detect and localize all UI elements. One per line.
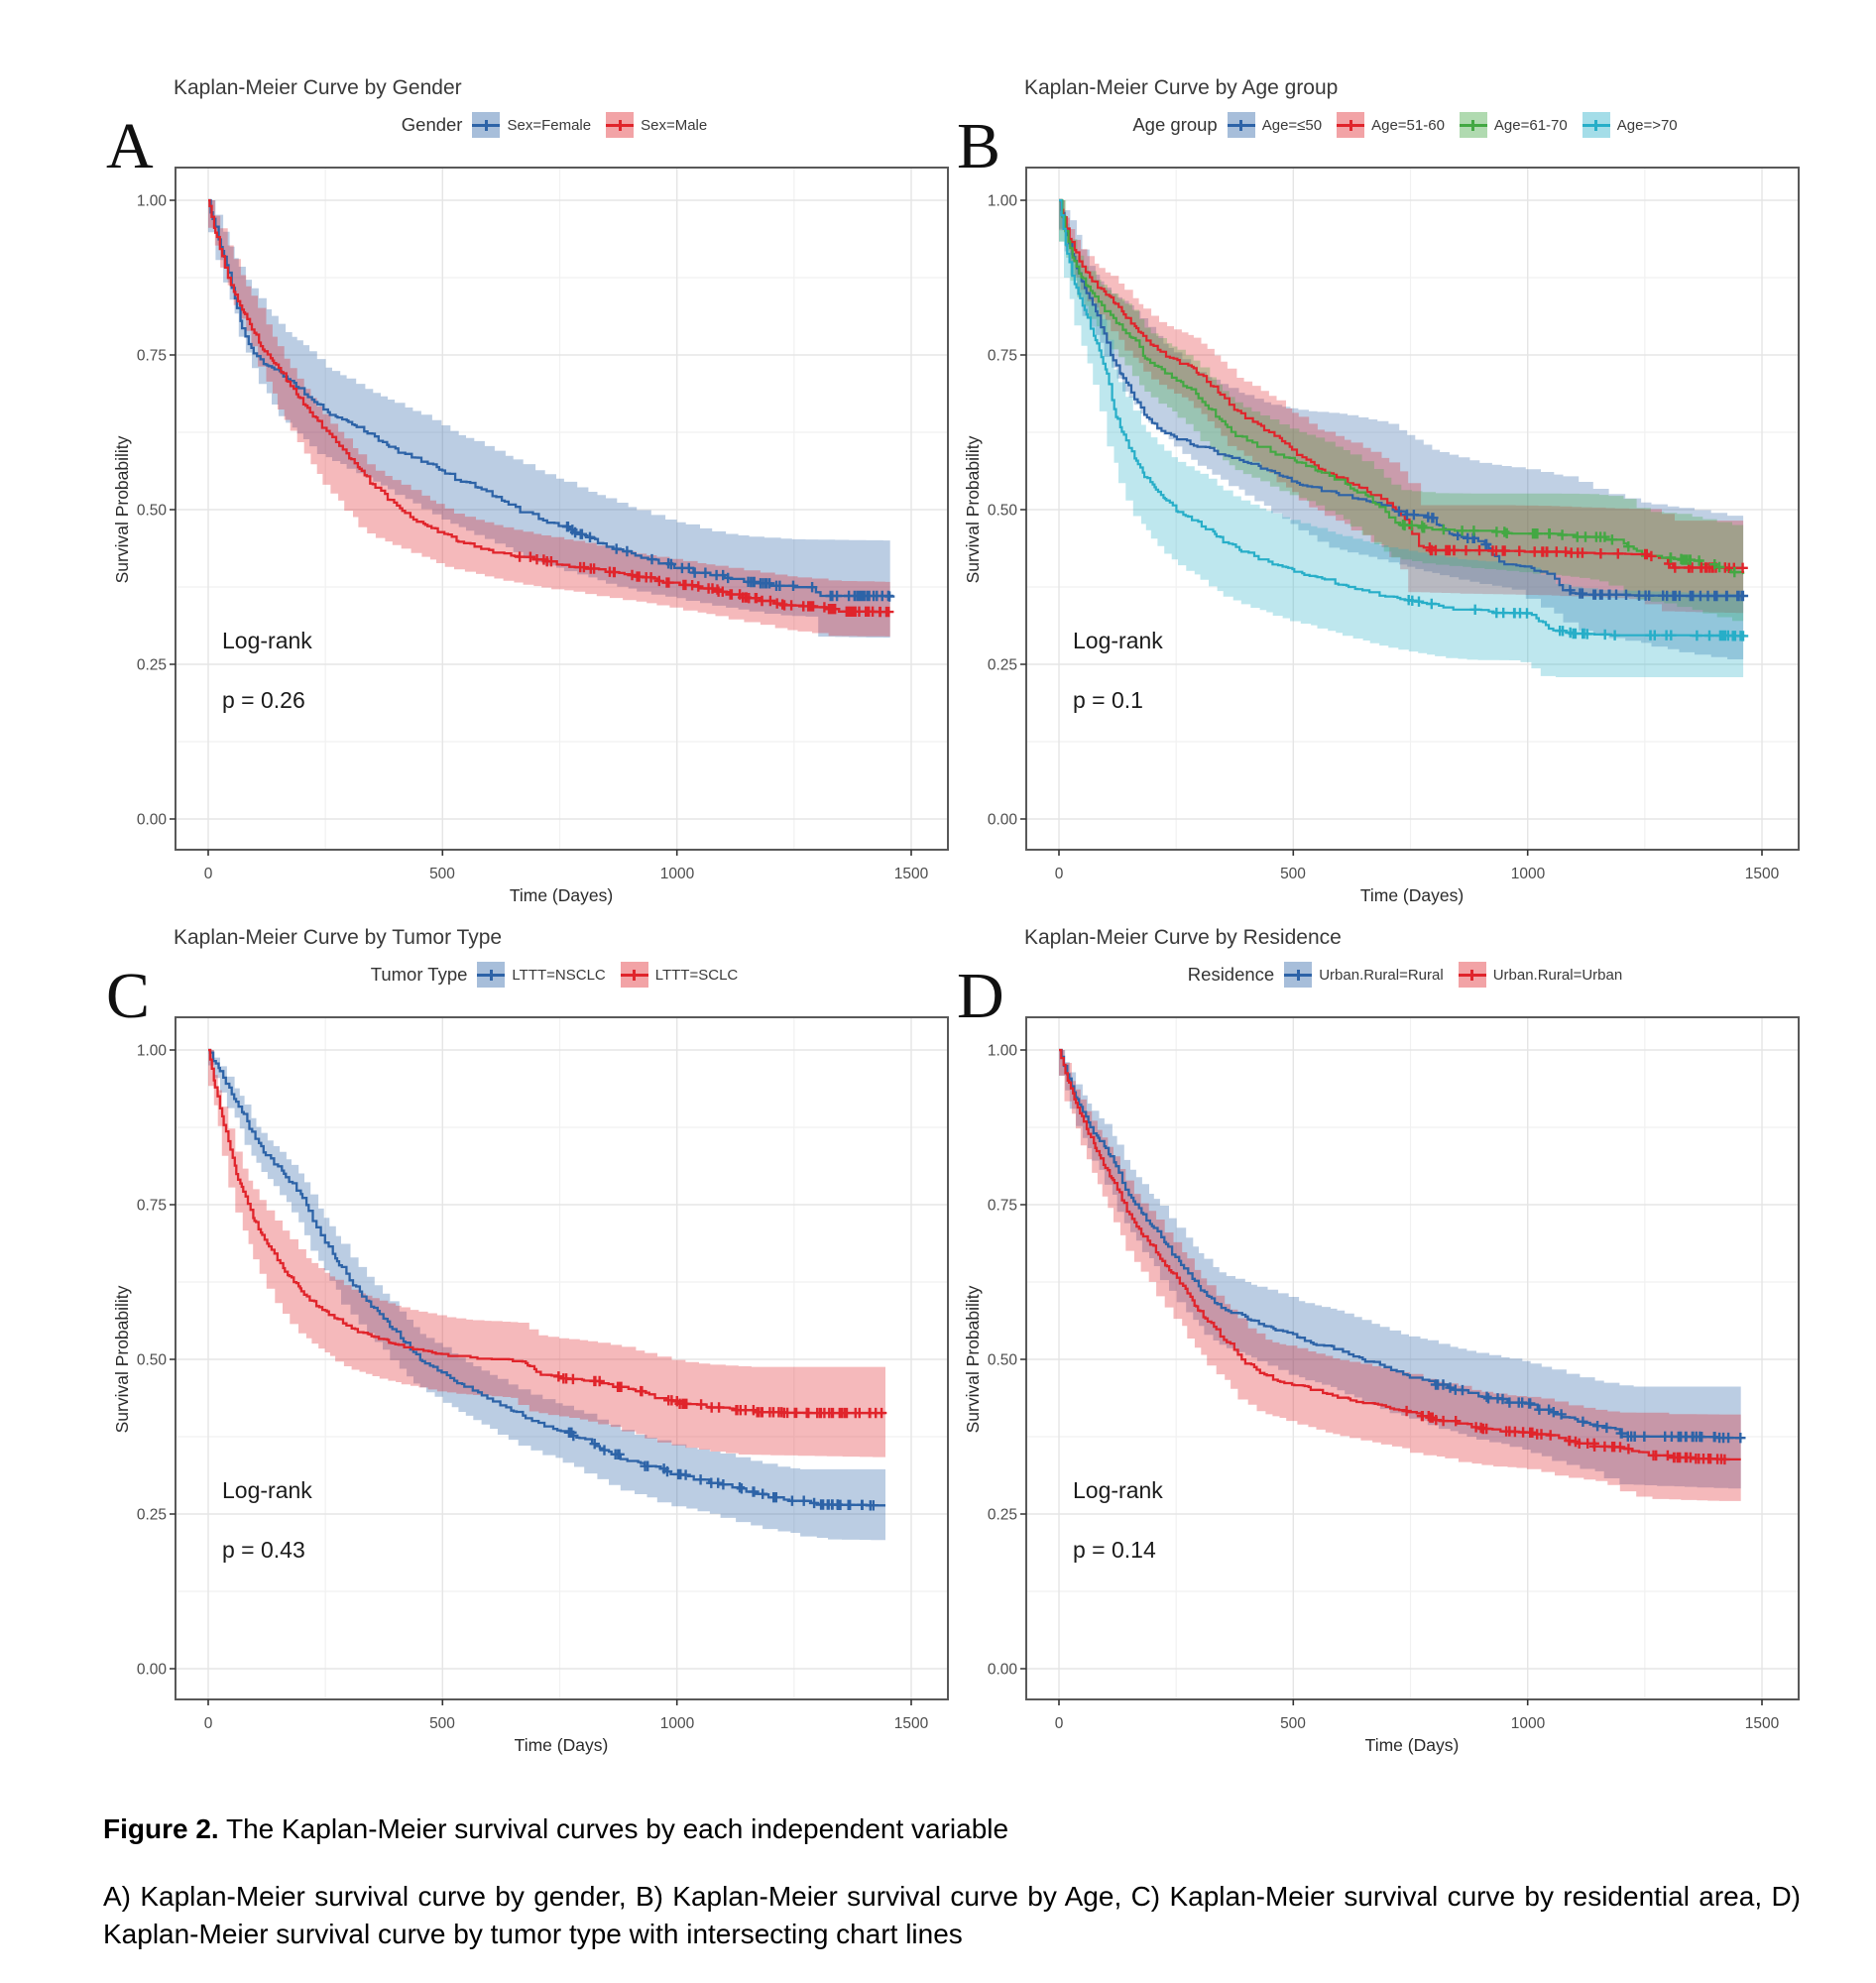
svg-text:Log-rank: Log-rank (1073, 628, 1163, 653)
svg-text:0.75: 0.75 (137, 348, 167, 365)
svg-text:0: 0 (204, 866, 213, 882)
svg-text:Survival Probability: Survival Probability (112, 1285, 132, 1433)
svg-text:0.50: 0.50 (988, 1352, 1018, 1369)
svg-text:Kaplan-Meier Curve by Tumor Ty: Kaplan-Meier Curve by Tumor Type (174, 926, 502, 949)
svg-text:1.00: 1.00 (988, 193, 1018, 210)
svg-text:Log-rank: Log-rank (222, 1477, 312, 1503)
svg-text:p = 0.26: p = 0.26 (222, 687, 305, 713)
svg-text:1500: 1500 (1745, 866, 1780, 882)
svg-text:0.75: 0.75 (988, 348, 1017, 365)
svg-text:0.25: 0.25 (137, 657, 167, 674)
svg-text:1.00: 1.00 (988, 1043, 1018, 1060)
svg-text:1500: 1500 (1745, 1715, 1780, 1732)
svg-text:0.00: 0.00 (988, 812, 1018, 829)
svg-text:Time (Dayes): Time (Dayes) (510, 885, 613, 905)
svg-text:1.00: 1.00 (137, 1043, 168, 1060)
svg-text:1000: 1000 (660, 1715, 695, 1732)
svg-text:500: 500 (429, 866, 455, 882)
svg-text:500: 500 (1280, 1715, 1306, 1732)
svg-text:1500: 1500 (894, 866, 929, 882)
svg-text:Kaplan-Meier Curve by Gender: Kaplan-Meier Curve by Gender (174, 76, 462, 99)
svg-text:Survival Probability: Survival Probability (112, 435, 132, 583)
svg-text:A: A (106, 110, 154, 182)
svg-text:0.50: 0.50 (137, 503, 168, 520)
svg-text:0.50: 0.50 (137, 1352, 168, 1369)
svg-text:Time (Days): Time (Days) (1365, 1735, 1460, 1755)
svg-text:0: 0 (1055, 1715, 1064, 1732)
svg-text:0.25: 0.25 (988, 657, 1017, 674)
svg-text:1000: 1000 (1511, 866, 1546, 882)
svg-text:1000: 1000 (1511, 1715, 1546, 1732)
svg-text:Kaplan-Meier Curve by Age grou: Kaplan-Meier Curve by Age group (1024, 76, 1338, 99)
svg-text:B: B (957, 110, 1000, 182)
svg-text:0: 0 (1055, 866, 1064, 882)
svg-text:0.75: 0.75 (137, 1198, 167, 1215)
svg-text:0.75: 0.75 (988, 1198, 1017, 1215)
svg-text:Log-rank: Log-rank (1073, 1477, 1163, 1503)
svg-text:0.00: 0.00 (988, 1662, 1018, 1679)
svg-text:Log-rank: Log-rank (222, 628, 312, 653)
svg-text:D: D (957, 960, 1004, 1032)
svg-text:1500: 1500 (894, 1715, 929, 1732)
svg-text:p = 0.1: p = 0.1 (1073, 687, 1143, 713)
svg-text:0.00: 0.00 (137, 1662, 168, 1679)
svg-text:p = 0.43: p = 0.43 (222, 1537, 305, 1563)
svg-text:500: 500 (1280, 866, 1306, 882)
svg-text:0.25: 0.25 (988, 1507, 1017, 1524)
svg-text:0.25: 0.25 (137, 1507, 167, 1524)
svg-text:1000: 1000 (660, 866, 695, 882)
svg-text:Survival Probability: Survival Probability (963, 1285, 983, 1433)
svg-text:0: 0 (204, 1715, 213, 1732)
svg-text:0.00: 0.00 (137, 812, 168, 829)
svg-text:0.50: 0.50 (988, 503, 1018, 520)
svg-text:Time (Dayes): Time (Dayes) (1360, 885, 1464, 905)
svg-text:Time (Days): Time (Days) (515, 1735, 609, 1755)
svg-text:Survival Probability: Survival Probability (963, 435, 983, 583)
svg-text:Kaplan-Meier Curve by Residenc: Kaplan-Meier Curve by Residence (1024, 926, 1342, 949)
svg-text:C: C (106, 960, 150, 1032)
svg-text:p = 0.14: p = 0.14 (1073, 1537, 1156, 1563)
svg-text:1.00: 1.00 (137, 193, 168, 210)
svg-text:500: 500 (429, 1715, 455, 1732)
